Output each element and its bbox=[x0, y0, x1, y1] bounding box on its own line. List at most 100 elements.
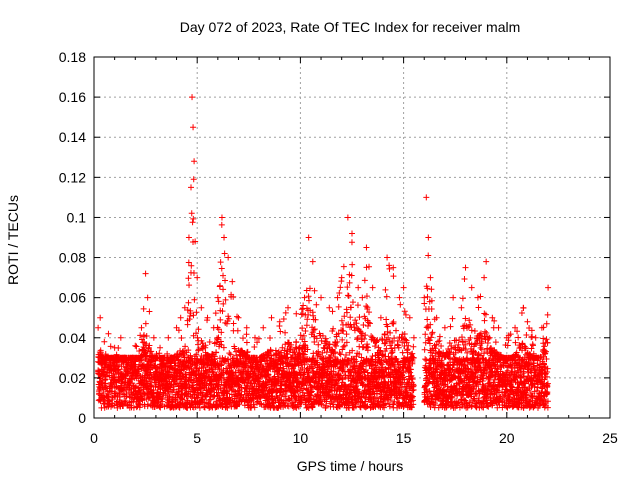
data-point bbox=[116, 393, 123, 400]
data-point bbox=[348, 239, 355, 246]
data-point bbox=[385, 353, 392, 360]
data-point bbox=[409, 394, 416, 401]
data-point bbox=[288, 341, 295, 348]
data-point bbox=[165, 397, 172, 404]
data-point bbox=[138, 336, 145, 343]
data-point bbox=[383, 293, 390, 300]
data-point bbox=[410, 401, 417, 408]
data-point bbox=[352, 317, 359, 324]
data-point bbox=[359, 330, 366, 337]
data-point bbox=[356, 314, 363, 321]
data-point bbox=[193, 351, 200, 358]
data-point bbox=[436, 337, 443, 344]
data-point bbox=[369, 401, 376, 408]
data-point bbox=[299, 381, 306, 388]
data-point bbox=[368, 333, 375, 340]
data-point bbox=[241, 364, 248, 371]
data-point bbox=[315, 348, 322, 355]
data-point bbox=[211, 340, 218, 347]
data-point bbox=[366, 309, 373, 316]
data-point bbox=[234, 327, 241, 334]
data-point bbox=[265, 363, 272, 370]
data-point bbox=[428, 306, 435, 313]
data-point bbox=[424, 293, 431, 300]
data-point bbox=[408, 398, 415, 405]
data-point bbox=[336, 289, 343, 296]
data-point bbox=[314, 391, 321, 398]
data-point bbox=[300, 332, 307, 339]
data-point bbox=[303, 287, 310, 294]
data-point bbox=[215, 326, 222, 333]
data-marks bbox=[95, 94, 552, 411]
data-point bbox=[303, 322, 310, 329]
data-point bbox=[281, 347, 288, 354]
data-point bbox=[389, 338, 396, 345]
data-point bbox=[107, 343, 114, 350]
data-point bbox=[341, 313, 348, 320]
data-point bbox=[354, 335, 361, 341]
data-point bbox=[147, 369, 154, 376]
data-point bbox=[143, 340, 150, 347]
data-point bbox=[382, 286, 389, 293]
data-point bbox=[302, 327, 309, 334]
data-point bbox=[347, 314, 354, 321]
data-point bbox=[426, 388, 433, 395]
data-point bbox=[159, 394, 166, 401]
data-point bbox=[231, 345, 238, 352]
data-point bbox=[340, 343, 347, 350]
data-point bbox=[273, 360, 280, 367]
data-point bbox=[363, 293, 370, 300]
data-point bbox=[386, 265, 393, 272]
data-point bbox=[395, 337, 402, 344]
data-point bbox=[335, 303, 342, 310]
data-point bbox=[379, 337, 386, 344]
data-point bbox=[293, 404, 300, 411]
data-point bbox=[142, 320, 149, 327]
data-point bbox=[233, 363, 240, 370]
data-point bbox=[424, 285, 431, 292]
data-point bbox=[435, 381, 442, 388]
data-point bbox=[428, 286, 435, 293]
data-point bbox=[401, 308, 408, 315]
data-point bbox=[148, 348, 155, 355]
data-point bbox=[157, 386, 164, 393]
data-point bbox=[313, 301, 320, 308]
data-point bbox=[264, 367, 271, 374]
data-point bbox=[384, 323, 391, 330]
data-point bbox=[403, 339, 410, 346]
data-point bbox=[389, 347, 396, 354]
data-point bbox=[225, 315, 232, 322]
data-point bbox=[447, 323, 454, 330]
data-point bbox=[492, 339, 499, 346]
data-point bbox=[334, 338, 341, 345]
data-point bbox=[366, 320, 373, 327]
data-point bbox=[240, 335, 247, 342]
data-point bbox=[364, 341, 371, 348]
data-point bbox=[299, 325, 306, 332]
data-point bbox=[341, 342, 348, 349]
data-point bbox=[336, 350, 343, 357]
data-point bbox=[284, 402, 291, 409]
data-point bbox=[140, 305, 147, 312]
data-point bbox=[324, 366, 331, 373]
data-point bbox=[217, 385, 224, 392]
data-point bbox=[193, 364, 199, 371]
data-point bbox=[176, 404, 183, 411]
data-point bbox=[189, 219, 196, 226]
data-point bbox=[311, 326, 318, 333]
data-point bbox=[482, 311, 489, 318]
data-point bbox=[440, 361, 447, 368]
data-point bbox=[224, 390, 231, 397]
data-point bbox=[425, 252, 432, 259]
data-point bbox=[278, 380, 285, 387]
data-point bbox=[195, 326, 202, 333]
data-point bbox=[323, 396, 330, 403]
data-point bbox=[226, 350, 233, 357]
data-point bbox=[387, 397, 394, 404]
data-point bbox=[293, 338, 300, 345]
data-point bbox=[166, 393, 173, 400]
data-point bbox=[282, 309, 289, 316]
data-point bbox=[293, 370, 300, 377]
data-point bbox=[428, 297, 435, 304]
data-point bbox=[299, 365, 306, 372]
